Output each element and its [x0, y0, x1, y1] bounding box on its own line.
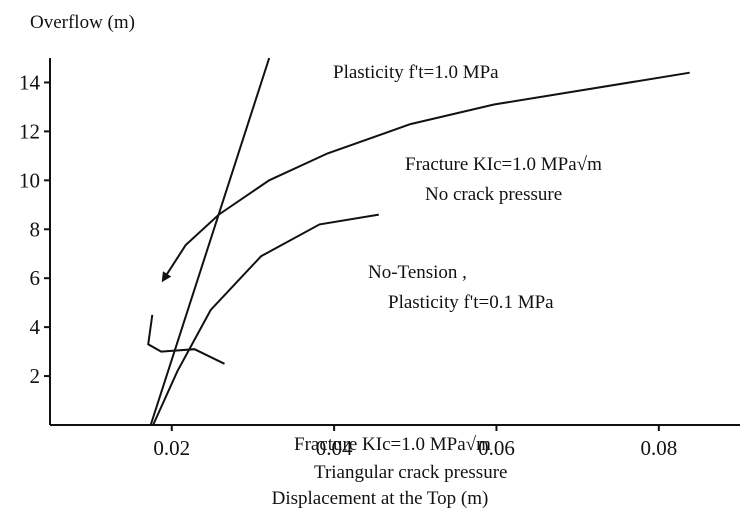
- y-tick-label: 2: [30, 364, 41, 388]
- x-tick-label: 0.08: [640, 436, 677, 460]
- y-tick-label: 12: [19, 119, 40, 143]
- y-tick-label: 6: [30, 266, 41, 290]
- x-axis-label: Displacement at the Top (m): [272, 488, 489, 509]
- y-tick-label: 8: [30, 217, 41, 241]
- x-tick-label: 0.02: [153, 436, 190, 460]
- line-series: [161, 71, 690, 283]
- line-series: [147, 314, 225, 365]
- y-tick-label: 4: [30, 315, 41, 339]
- line-series: [152, 213, 379, 426]
- x-tick-label: 0.06: [478, 436, 515, 460]
- series-label: No-Tension ,: [368, 262, 467, 283]
- annotation: No crack pressure: [425, 184, 562, 205]
- series-label: Fracture KIc=1.0 MPa√m: [294, 434, 491, 455]
- y-tick-label: 14: [19, 70, 41, 94]
- y-axis-label: Overflow (m): [30, 12, 135, 33]
- series-label: Fracture KIc=1.0 MPa√m: [405, 154, 602, 175]
- annotation: Plasticity f't=0.1 MPa: [388, 292, 554, 313]
- annotation: Triangular crack pressure: [314, 462, 507, 483]
- series-label: Plasticity f't=1.0 MPa: [333, 62, 499, 83]
- y-tick-label: 10: [19, 168, 40, 192]
- line-series: [149, 57, 271, 426]
- x-tick-label: 0.04: [316, 436, 353, 460]
